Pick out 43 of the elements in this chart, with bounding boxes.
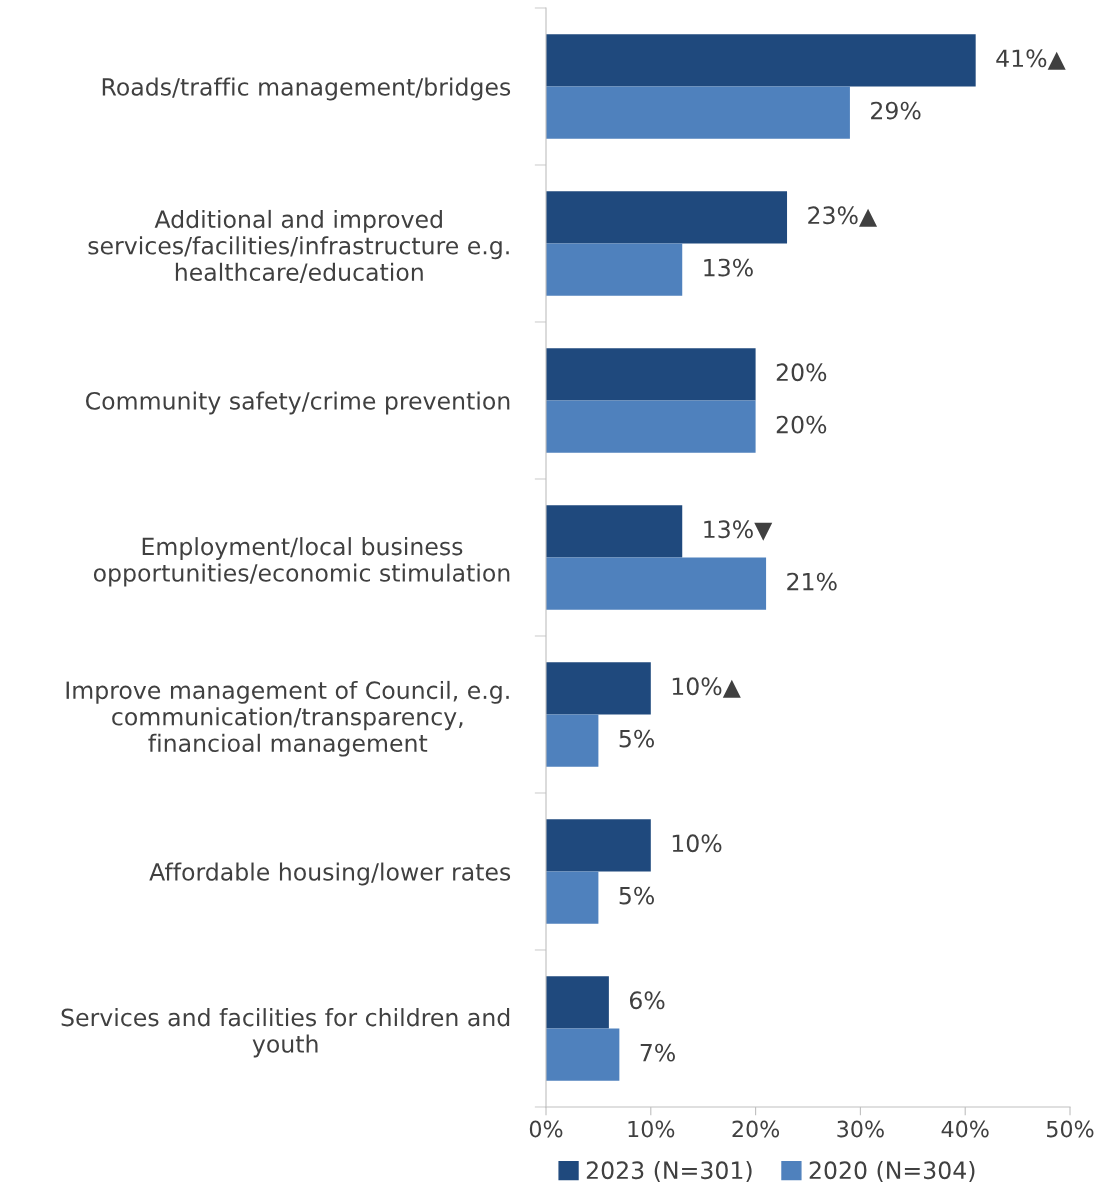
data-label: 20% [776, 415, 827, 434]
x-tick-label: 20% [732, 1120, 780, 1138]
data-label: 20% [776, 363, 827, 382]
x-tick-label: 0% [529, 1120, 563, 1138]
data-label: 6% [629, 991, 665, 1010]
bar [546, 557, 767, 610]
data-label: 13% [704, 258, 753, 277]
data-label: 5% [619, 886, 654, 905]
bar [546, 34, 976, 87]
data-label: 10% [672, 834, 722, 853]
bar [546, 86, 850, 139]
data-label: 13%▼ [704, 520, 773, 541]
x-tick-label: 50% [1047, 1120, 1094, 1138]
bar [546, 1028, 620, 1081]
y-tick-label: Employment/local business opportunities/economic stimulation [93, 537, 510, 587]
bar [546, 400, 756, 453]
y-tick-label: Community safety/crime prevention [85, 391, 510, 415]
bar [546, 662, 651, 715]
y-tick-label: Roads/traffic management/bridges [102, 77, 511, 101]
y-tick-label: Services and facilities for children and youth [61, 1008, 510, 1058]
data-label: 5% [619, 729, 654, 748]
data-label: 23%▲ [808, 206, 878, 227]
bar [546, 714, 599, 767]
bar [546, 243, 683, 296]
bar [546, 505, 683, 558]
bar [546, 819, 651, 872]
y-tick-label: Additional and improved services/facilities/infrastructure e.g. healthcare/education [88, 209, 509, 283]
y-tick-label: Affordable housing/lower rates [149, 862, 511, 886]
bar [546, 348, 756, 401]
legend-label: 2023 (N=301) [586, 1160, 752, 1182]
x-tick-label: 10% [628, 1120, 675, 1138]
data-label: 10%▲ [672, 677, 741, 698]
bar [546, 976, 609, 1029]
data-label: 29% [871, 101, 921, 120]
x-tick-label: 30% [837, 1120, 884, 1138]
y-tick-label: Improve management of Council, e.g. communication/transparency, financioal management [66, 680, 509, 757]
bar [546, 871, 599, 924]
data-label: 41%▲ [996, 49, 1066, 70]
x-tick-label: 40% [941, 1120, 989, 1138]
bar [546, 191, 788, 244]
data-label: 21% [787, 572, 837, 591]
data-label: 7% [640, 1043, 675, 1062]
legend-label: 2020 (N=304) [809, 1160, 975, 1182]
